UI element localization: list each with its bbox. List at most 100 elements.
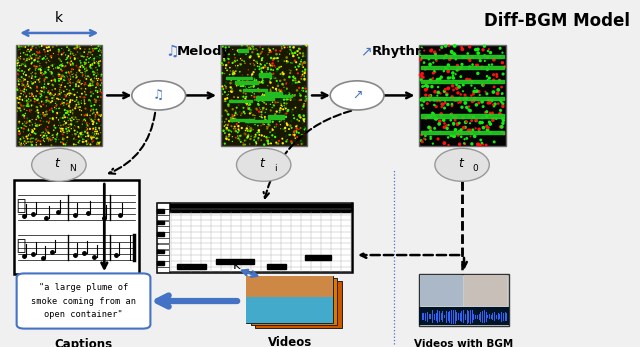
Point	[85, 98, 95, 104]
Point	[498, 103, 508, 109]
Point	[51, 139, 61, 144]
Point	[299, 113, 309, 118]
Point	[259, 100, 269, 105]
Point	[261, 69, 271, 75]
Bar	[421, 115, 504, 118]
Point	[298, 104, 308, 109]
Point	[84, 56, 94, 61]
Point	[449, 122, 459, 127]
Point	[257, 49, 267, 54]
Point	[47, 92, 57, 97]
Point	[30, 121, 40, 126]
Point	[280, 45, 290, 50]
Point	[238, 78, 248, 84]
Point	[467, 79, 477, 84]
Point	[218, 62, 228, 68]
Point	[17, 68, 27, 74]
Point	[253, 137, 263, 143]
Point	[88, 110, 99, 116]
Point	[271, 56, 281, 61]
Bar	[157, 232, 169, 238]
Point	[43, 51, 53, 57]
Point	[283, 107, 293, 113]
Point	[294, 46, 304, 51]
Point	[16, 91, 26, 96]
Point	[248, 127, 258, 133]
Point	[280, 112, 291, 117]
Point	[440, 121, 450, 126]
Point	[22, 98, 32, 103]
Point	[81, 139, 91, 144]
Point	[59, 100, 69, 105]
Point	[230, 110, 241, 116]
Point	[243, 104, 253, 110]
Point	[428, 111, 438, 117]
Point	[54, 76, 64, 82]
Point	[74, 78, 84, 83]
Point	[61, 110, 71, 116]
Point	[32, 84, 42, 89]
Point	[87, 57, 97, 63]
Point	[97, 90, 107, 95]
Point	[476, 143, 486, 148]
Point	[296, 93, 306, 98]
Point	[75, 64, 85, 70]
Point	[247, 50, 257, 55]
Point	[416, 77, 426, 83]
Point	[75, 130, 85, 136]
Point	[275, 99, 285, 104]
Point	[36, 99, 47, 104]
Point	[27, 120, 37, 126]
Point	[95, 88, 106, 94]
Point	[288, 132, 298, 137]
Point	[76, 124, 86, 130]
Point	[275, 89, 285, 94]
Point	[231, 128, 241, 134]
Point	[226, 128, 236, 134]
Point	[40, 52, 51, 58]
Point	[221, 116, 232, 122]
Point	[96, 94, 106, 100]
Point	[59, 50, 69, 55]
Point	[20, 72, 31, 78]
Point	[51, 138, 61, 144]
Point	[92, 90, 102, 95]
Point	[244, 45, 255, 50]
Point	[285, 46, 296, 52]
Point	[39, 89, 49, 95]
Point	[300, 60, 310, 65]
Point	[470, 47, 481, 52]
Point	[15, 50, 26, 56]
Point	[92, 54, 102, 60]
Point	[247, 79, 257, 84]
Point	[79, 75, 90, 81]
Point	[497, 129, 507, 135]
Point	[275, 48, 285, 53]
Point	[282, 85, 292, 91]
Point	[221, 51, 232, 57]
Point	[42, 119, 52, 125]
Point	[86, 78, 96, 84]
Point	[227, 129, 237, 135]
Point	[77, 139, 88, 145]
Point	[42, 97, 52, 103]
Point	[220, 109, 230, 114]
Point	[74, 141, 84, 146]
Point	[300, 53, 310, 59]
Point	[54, 76, 65, 82]
Point	[281, 106, 291, 111]
Point	[237, 111, 247, 116]
Point	[229, 94, 239, 100]
Point	[67, 91, 77, 96]
Point	[94, 125, 104, 131]
Point	[28, 129, 38, 135]
Point	[246, 107, 256, 113]
Point	[459, 54, 469, 59]
Point	[243, 81, 253, 86]
Point	[31, 117, 41, 122]
Point	[49, 61, 59, 67]
Point	[47, 69, 57, 75]
Point	[247, 44, 257, 49]
Point	[431, 104, 442, 109]
Point	[80, 118, 90, 124]
